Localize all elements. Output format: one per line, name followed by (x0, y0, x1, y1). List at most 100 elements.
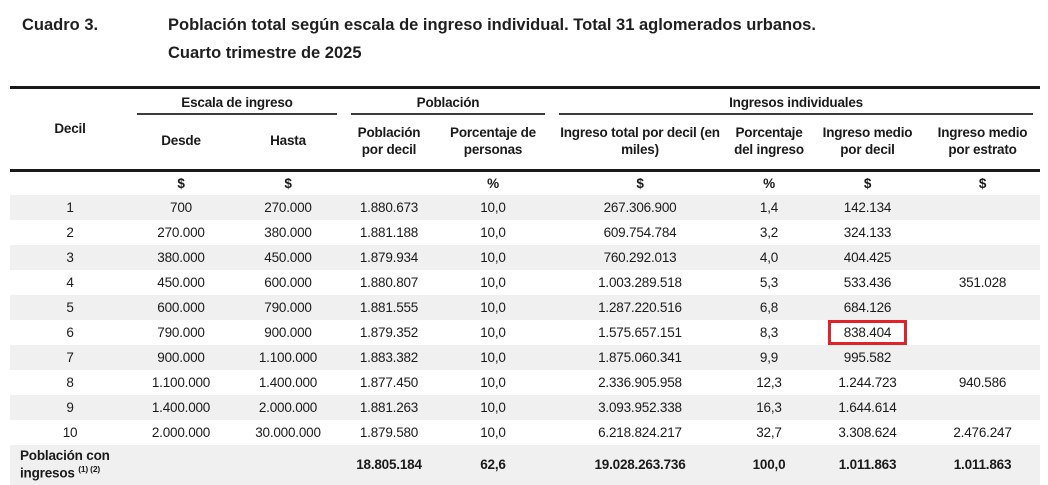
value-cell: 838.404 (810, 319, 925, 345)
table-row: 10 2.000.000 30.000.000 1.879.580 10,0 6.218.… (10, 420, 1040, 445)
units-row: $ $ % $ % $ $ (10, 171, 1040, 195)
value-cell: 1.644.614 (838, 399, 897, 415)
value-cell: 10,0 (480, 199, 506, 215)
value-cell: 790.000 (157, 324, 205, 340)
group-header-escala-de-ingreso: Escala de ingreso (130, 88, 344, 115)
total-ingreso-medio-por-decil: 1.011.863 (838, 457, 897, 473)
value-cell: 324.133 (843, 224, 892, 240)
column-header-ingreso-medio-por-decil: Ingreso medio por decil (810, 114, 925, 172)
value-cell: 1.879.934 (359, 249, 419, 265)
decile-cell: 9 (66, 399, 74, 415)
value-cell: 10,0 (480, 274, 506, 290)
total-poblacion-por-decil: 18.805.184 (356, 457, 422, 473)
group-header-ingresos-individuales: Ingresos individuales (552, 88, 1040, 115)
value-cell: 10,0 (480, 299, 506, 315)
value-cell: 12,3 (756, 374, 782, 390)
column-header-hasta: Hasta (232, 114, 344, 172)
value-cell: 270.000 (157, 224, 205, 240)
footnote-references: (1) (2) (78, 463, 100, 474)
table-row: 6 790.000 900.000 1.879.352 10,0 1.575.657.15… (10, 319, 1040, 345)
value-cell: 142.134 (843, 199, 892, 215)
value-cell (925, 345, 1040, 370)
value-cell: 1.879.352 (359, 324, 419, 340)
value-cell (925, 245, 1040, 270)
unit-cell: $ (636, 175, 644, 191)
value-cell: 3.093.952.338 (598, 399, 682, 415)
unit-cell (10, 171, 130, 195)
decile-cell: 4 (66, 274, 74, 290)
value-cell: 1.875.060.341 (598, 349, 682, 365)
value-cell: 16,3 (756, 399, 782, 415)
unit-cell: $ (863, 175, 872, 191)
decile-cell: 6 (66, 324, 74, 340)
value-cell: 30.000.000 (255, 424, 321, 440)
column-header-decil: Decil (10, 87, 130, 172)
value-cell: 2.336.905.958 (598, 374, 682, 390)
table-body: 1 700 270.000 1.880.673 10,0 267.306.900 1,4 14… (10, 194, 1041, 445)
value-cell: 1.883.382 (359, 349, 419, 365)
value-cell: 1.003.289.518 (598, 274, 682, 290)
column-header-ingreso-total-por-decil: Ingreso total por decil (en miles) (552, 114, 728, 172)
value-cell: 10,0 (480, 399, 506, 415)
value-cell: 450.000 (157, 274, 205, 290)
value-cell: 1.100.000 (151, 374, 211, 390)
value-cell: 2.000.000 (151, 424, 211, 440)
value-cell: 760.292.013 (603, 249, 677, 265)
value-cell (925, 220, 1040, 245)
decile-cell: 10 (62, 424, 78, 440)
value-cell: 995.582 (843, 349, 892, 365)
column-header-row: Desde Hasta Población por decil Porcenta… (10, 114, 1041, 172)
value-cell: 404.425 (843, 249, 892, 265)
value-cell: 700 (170, 199, 192, 215)
value-cell: 6.218.824.217 (598, 424, 682, 440)
total-porcentaje-del-ingreso: 100,0 (752, 457, 786, 473)
total-ingreso-total: 19.028.263.736 (594, 457, 686, 473)
decile-cell: 7 (66, 349, 74, 365)
value-cell: 267.306.900 (603, 199, 677, 215)
value-cell: 380.000 (157, 249, 205, 265)
value-cell: 10,0 (480, 249, 506, 265)
value-cell: 1.100.000 (258, 349, 318, 365)
highlight-box: 838.404 (827, 319, 908, 345)
decile-cell: 1 (66, 199, 74, 215)
decile-cell: 2 (66, 224, 74, 240)
value-cell (925, 320, 1040, 345)
value-cell: 533.436 (843, 274, 892, 290)
value-cell: 10,0 (480, 324, 506, 340)
value-cell: 9,9 (759, 349, 779, 365)
value-cell: 900.000 (264, 324, 312, 340)
unit-cell: % (763, 175, 775, 191)
column-header-porcentaje-de-personas: Porcentaje de personas (434, 114, 552, 172)
total-row-label: Población con ingresos (1) (2) (10, 445, 344, 485)
value-cell: 1.881.188 (359, 224, 419, 240)
group-header-row: Decil Escala de ingreso Población Ingres… (10, 87, 1040, 172)
table-row: 8 1.100.000 1.400.000 1.877.450 10,0 2.336.90… (10, 370, 1040, 395)
total-porcentaje-de-personas: 62,6 (480, 457, 506, 473)
value-cell: 1.575.657.151 (598, 324, 682, 340)
table-row: 2 270.000 380.000 1.881.188 10,0 609.754.784 3… (10, 220, 1040, 245)
value-cell: 1.880.807 (359, 274, 419, 290)
value-cell: 900.000 (157, 349, 205, 365)
value-cell: 380.000 (264, 224, 312, 240)
value-cell: 10,0 (480, 349, 506, 365)
caption-line-1: Población total según escala de ingreso … (168, 16, 816, 34)
value-cell (925, 195, 1040, 220)
table-caption: Población total según escala de ingreso … (168, 11, 1028, 67)
value-cell: 1.400.000 (258, 374, 318, 390)
value-cell: 1.879.580 (359, 424, 419, 440)
table-row: 3 380.000 450.000 1.879.934 10,0 760.292.013 4… (10, 244, 1041, 270)
value-cell: 5,3 (759, 274, 779, 290)
value-cell: 351.028 (958, 274, 1007, 290)
caption-line-2: Cuarto trimestre de 2025 (168, 44, 362, 62)
value-cell: 1.287.220.516 (598, 299, 682, 315)
table-row: 4 450.000 600.000 1.880.807 10,0 1.003.289.51… (10, 270, 1040, 295)
group-header-poblacion: Población (344, 88, 552, 115)
value-cell: 1.880.673 (359, 199, 419, 215)
unit-cell: $ (177, 175, 185, 191)
table-row: 5 600.000 790.000 1.881.555 10,0 1.287.220.51… (10, 294, 1041, 320)
value-cell (925, 295, 1040, 320)
value-cell: 450.000 (264, 249, 312, 265)
value-cell: 10,0 (480, 374, 506, 390)
table-row: 7 900.000 1.100.000 1.883.382 10,0 1.875.060.… (10, 344, 1041, 370)
value-cell: 1.244.723 (838, 374, 897, 390)
